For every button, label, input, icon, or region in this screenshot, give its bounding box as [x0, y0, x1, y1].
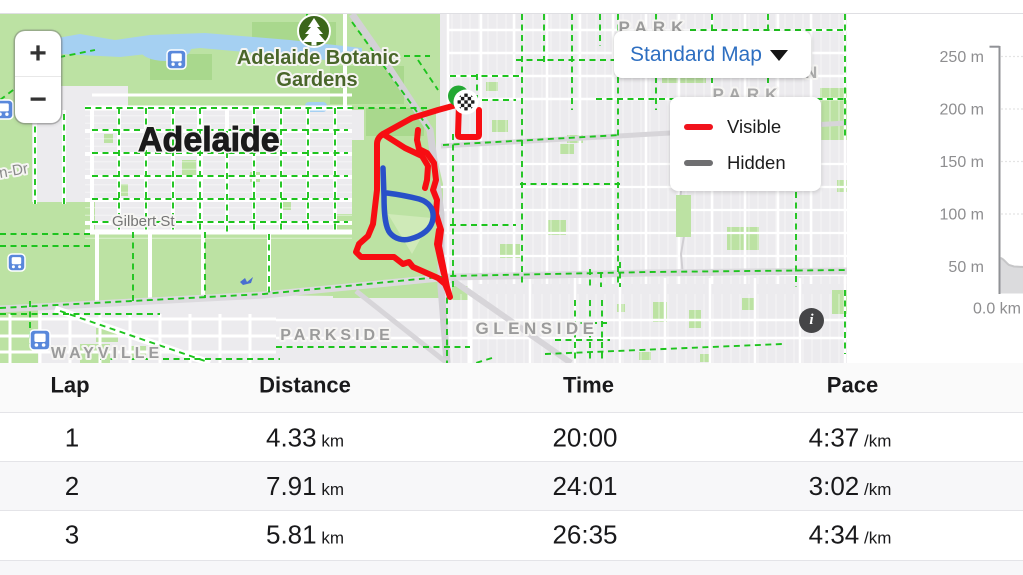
svg-text:250 m: 250 m: [940, 49, 984, 66]
svg-text:WAYVILLE: WAYVILLE: [51, 345, 163, 362]
svg-text:Gardens: Gardens: [276, 69, 357, 91]
svg-text:Adelaide: Adelaide: [138, 121, 280, 159]
svg-text:150 m: 150 m: [940, 154, 984, 171]
svg-text:100 m: 100 m: [940, 207, 984, 224]
svg-text:Adelaide Botanic: Adelaide Botanic: [237, 47, 399, 69]
svg-text:Adelaide: Adelaide: [138, 121, 280, 159]
svg-text:Gilbert St: Gilbert St: [112, 213, 175, 230]
svg-text:200 m: 200 m: [940, 102, 984, 119]
svg-text:GLENSIDE: GLENSIDE: [476, 319, 599, 338]
svg-text:0.0 km: 0.0 km: [973, 301, 1021, 318]
svg-text:50 m: 50 m: [948, 259, 984, 276]
svg-text:PARKSIDE: PARKSIDE: [280, 327, 394, 344]
